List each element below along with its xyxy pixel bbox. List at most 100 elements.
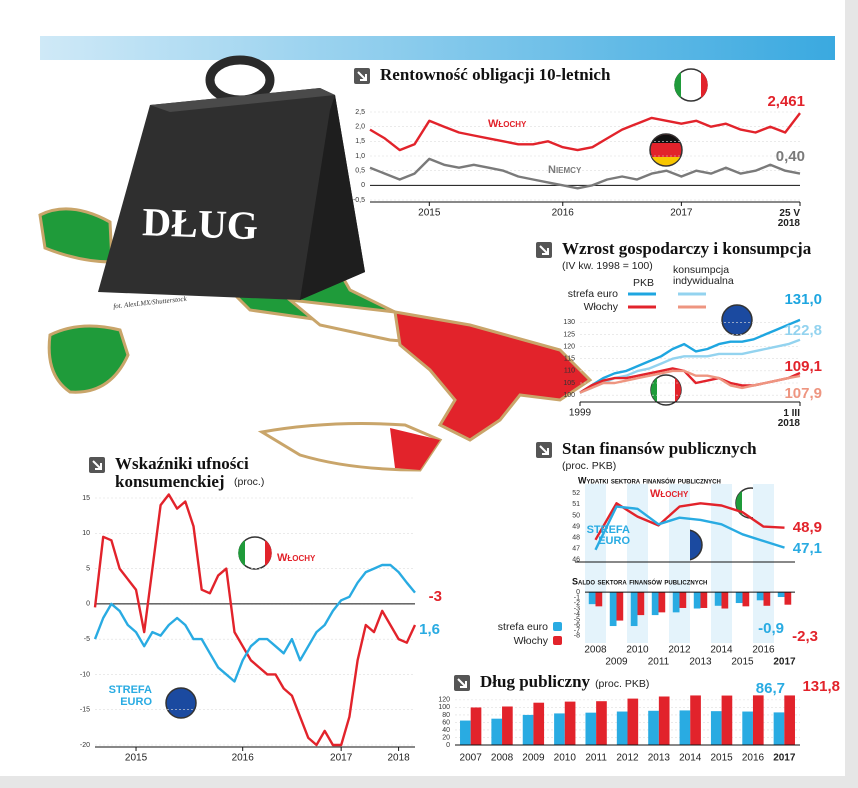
bar [735,592,743,604]
y-tick-label: 115 [564,356,575,363]
map-region [47,324,130,394]
y-tick-label: 49 [572,523,580,530]
year-stripe [585,484,606,643]
value-label: 86,7 [756,680,785,697]
y-tick-label: -1 [574,594,580,601]
line [579,369,801,394]
bar [522,714,534,745]
y-tick-label: 0 [446,742,450,749]
x-tick-label: 2009 [605,657,628,668]
x-tick-label: 2015 [731,657,754,668]
line [369,112,801,152]
legend-label: strefa euro [568,288,618,300]
legend-swatch [553,636,562,645]
chart-subtitle: (IV kw. 1998 = 100) [562,260,653,272]
value-label: 122,8 [784,322,822,339]
bar [773,712,785,745]
bar [693,592,701,609]
flag [701,72,708,98]
x-tick-label: 2009 [522,753,545,764]
y-tick-label: 0 [361,182,365,189]
bar [679,592,687,608]
flag [675,378,682,402]
bar [752,695,764,745]
bar [609,592,617,627]
y-tick-label: -10 [80,671,90,678]
y-tick-label: 0 [86,601,90,608]
weight-label: DŁUG [142,199,259,248]
value-label: 0,40 [776,148,805,165]
bar [700,592,708,608]
chart-title: Rentowność obligacji 10-letnich [380,65,611,84]
y-tick-label: 51 [572,501,580,508]
bar [630,592,638,627]
x-tick-label: 2016 [752,645,775,656]
bar [721,592,729,609]
value-label: 47,1 [793,540,822,557]
x-tick-label: 2012 [668,645,691,656]
flag [736,491,742,515]
x-tick-label: 2017 [330,753,353,764]
y-tick-label: 10 [82,530,90,537]
title-icon-arrow [92,460,102,470]
x-tick-label: 2008 [584,645,607,656]
chart-title: Wskaźniki ufności konsumenckiej [115,454,249,491]
flag [238,540,245,566]
bar [742,711,753,745]
x-tick-label: 2016 [232,753,255,764]
value-label: 131,8 [802,678,840,695]
y-tick-label: 0,5 [355,168,365,175]
y-tick-label: -2 [574,600,580,607]
x-tick-label: 2015 [418,208,441,219]
y-tick-label: -0,5 [353,197,365,204]
x-tick-label: 2010 [554,753,577,764]
bar [596,701,607,745]
x-tick-label: 2008 [491,753,514,764]
y-tick-label: 60 [442,719,450,726]
y-tick-label: -20 [80,742,90,749]
y-tick-label: 40 [442,727,450,734]
panel-title: Wydatki sektora finansów publicznych [578,475,721,485]
bar [651,592,659,616]
legend-label: Włochy [584,301,619,313]
bar [721,695,733,745]
series-label: Włochy [650,488,689,500]
x-tick-label: 2016 [742,753,765,764]
y-tick-label: 125 [563,331,575,338]
flag [652,157,680,166]
legend-swatch [553,622,562,631]
value-label: 1,6 [419,621,440,638]
frame [0,776,858,788]
title-icon-arrow [539,445,549,455]
x-tick-label: 2011 [648,657,670,668]
title-icon-arrow [539,245,549,255]
y-tick-label: -6 [574,622,580,629]
bar [672,592,680,613]
x-tick-label: 1999 [569,408,592,419]
y-tick-label: 120 [563,343,575,350]
x-tick-label: 2017 [670,208,693,219]
y-tick-label: 5 [86,565,90,572]
bar [460,720,471,745]
x-tick-label: 2013 [648,753,671,764]
x-tick-label: 2017 [773,657,796,668]
line [369,157,801,190]
bar [777,592,785,598]
y-tick-label: 110 [564,368,575,375]
value-label: 2,461 [767,93,805,110]
y-tick-label: 47 [572,546,580,553]
series-label: Włochy [277,552,316,564]
line [93,563,416,683]
bar [756,592,764,601]
bar [616,711,628,745]
y-tick-label: 105 [563,380,575,387]
y-tick-label: -3 [574,605,580,612]
value-label: 109,1 [784,358,822,375]
x-tick-label: 2007 [460,753,483,764]
chart-title: Stan finansów publicznych [562,439,757,458]
y-tick-label: -5 [574,616,580,623]
title-icon-arrow [457,678,467,688]
y-tick-label: -4 [574,611,580,618]
line [93,493,417,747]
bar [714,592,722,606]
